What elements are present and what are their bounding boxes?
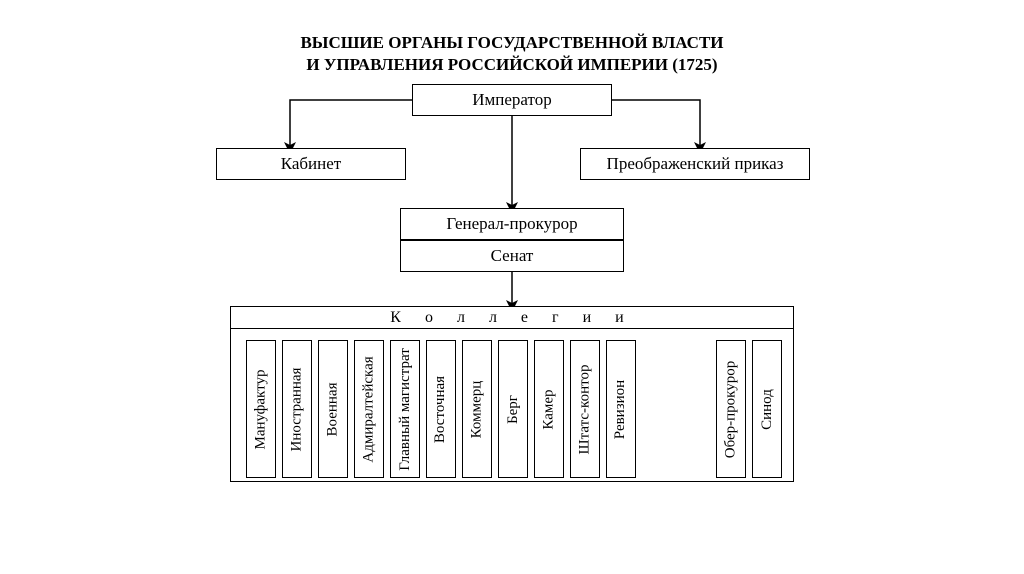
collegia-item: Иностранная [282,340,312,478]
collegia-item-label: Мануфактур [253,369,270,449]
title-line1: ВЫСШИЕ ОРГАНЫ ГОСУДАРСТВЕННОЙ ВЛАСТИ [0,32,1024,54]
collegia-item-label: Обер-прокурор [723,360,740,458]
node-senate: Сенат [400,240,624,272]
title-line2: И УПРАВЛЕНИЯ РОССИЙСКОЙ ИМПЕРИИ (1725) [0,54,1024,76]
collegia-item: Берг [498,340,528,478]
collegia-item-label: Главный магистрат [397,348,414,471]
node-senate-label: Сенат [491,246,534,266]
collegia-item: Адмиралтейская [354,340,384,478]
collegia-item: Восточная [426,340,456,478]
collegia-item-label: Военная [325,382,342,436]
node-cabinet-label: Кабинет [281,154,341,174]
collegia-item: Обер-прокурор [716,340,746,478]
collegia-item-label: Синод [759,389,776,430]
collegia-item-label: Штатс-контор [577,364,594,454]
node-emperor-label: Император [472,90,552,110]
collegia-item-label: Коммерц [469,380,486,438]
collegia-item: Коммерц [462,340,492,478]
node-emperor: Император [412,84,612,116]
node-cabinet: Кабинет [216,148,406,180]
node-genpros: Генерал-прокурор [400,208,624,240]
page-title: ВЫСШИЕ ОРГАНЫ ГОСУДАРСТВЕННОЙ ВЛАСТИ И У… [0,32,1024,76]
collegia-item: Синод [752,340,782,478]
collegia-item: Штатс-контор [570,340,600,478]
collegia-item-label: Восточная [433,375,450,442]
collegia-item-label: Адмиралтейская [361,356,378,462]
collegia-header: К о л л е г и и [231,307,793,329]
collegia-item-label: Берг [505,395,522,424]
node-preobr-label: Преображенский приказ [607,154,784,174]
collegia-item-label: Камер [541,389,558,429]
collegia-item-label: Иностранная [289,367,306,451]
connector [612,100,700,148]
node-preobr: Преображенский приказ [580,148,810,180]
collegia-item: Главный магистрат [390,340,420,478]
collegia-item: Мануфактур [246,340,276,478]
node-genpros-label: Генерал-прокурор [446,214,577,234]
collegia-item-label: Ревизион [613,379,630,438]
collegia-item: Военная [318,340,348,478]
connector [290,100,412,148]
collegia-item: Ревизион [606,340,636,478]
collegia-item: Камер [534,340,564,478]
